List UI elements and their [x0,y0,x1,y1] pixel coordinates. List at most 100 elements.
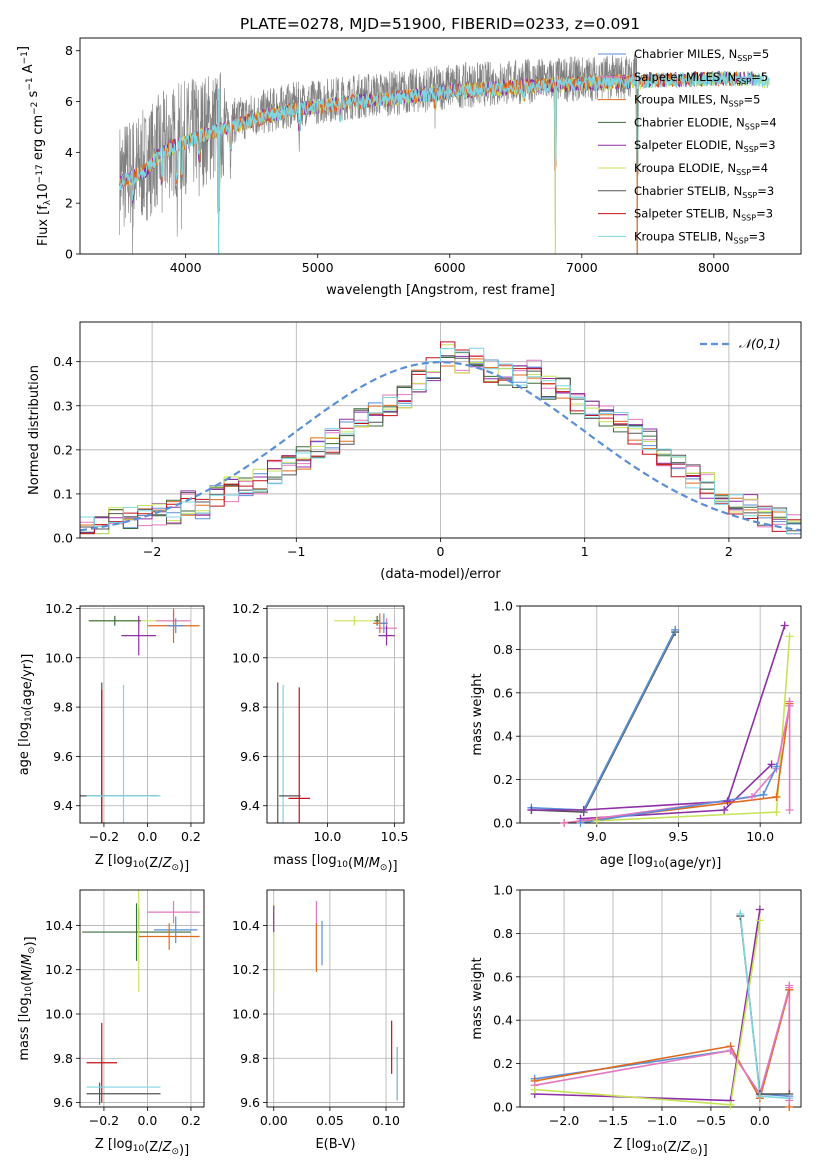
legend-label-chabrier_stelib: Chabrier STELIB, NSSP=3 [634,184,774,200]
label-part: Z [ [95,853,113,868]
weight-marker-kroupa_elodie [592,816,601,825]
label-part: Z [162,1140,173,1155]
y-axis-label: mass [log10(M/M⊙)] [17,936,38,1060]
weight-marker-kroupa_stelib [755,1092,764,1101]
x-tick-label: −1.0 [647,1113,677,1128]
y-tick-label: 10.2 [232,601,260,616]
label-part: erg cm [31,115,46,164]
weight-marker-salpeter_miles [785,1096,794,1105]
label-part: wavelength [Angstrom, rest frame] [326,283,555,298]
legend-n: =3 [757,184,774,198]
weight-marker-salpeter_miles [747,792,756,801]
y-tick-label: 10.2 [232,962,260,977]
y-tick-label: 0.0 [53,531,73,546]
label-sup: −1 [25,77,35,90]
label-sub: 10 [133,860,145,870]
legend-text: Chabrier STELIB, N [634,184,742,198]
legend-text: Salpeter STELIB, N [634,207,741,221]
x-tick-label: 8000 [698,260,730,275]
y-tick-label: 10.0 [45,1007,73,1022]
label-sub: 10 [651,1144,663,1154]
label-part: log [317,853,337,868]
weight-line-chabrier_stelib [531,631,676,813]
x-tick-label: 7000 [566,260,598,275]
x-tick-label: 2 [725,544,733,559]
label-part: mass weight [470,673,485,755]
label-part: f [36,205,51,210]
weight-marker-kroupa_miles [772,792,781,801]
label-part: 10 [36,183,51,200]
x-axis-label: Z [log10(Z/Z⊙)] [613,1137,707,1158]
figure-title: PLATE=0278, MJD=51900, FIBERID=0233, z=0… [240,15,640,33]
y-tick-label: 9.4 [240,798,260,813]
y-tick-label: 0 [65,247,73,262]
y-tick-label: 2 [65,196,73,211]
legend-sub: SSP [744,145,759,154]
legend-n: =3 [759,138,776,152]
x-axis-label: age [log10(age/yr)] [600,853,722,871]
legend-n: =5 [751,70,768,84]
y-tick-label: 0.4 [493,1013,513,1028]
label-part: s [26,90,41,101]
y-tick-label: 0.3 [53,398,73,413]
label-sub: ⊙ [171,1147,179,1157]
x-tick-label: −0.2 [89,1113,119,1128]
y-tick-label: 0.0 [493,1100,513,1115]
plot-area-residuals [80,341,801,535]
label-sub: 10 [133,1144,145,1154]
x-tick-label: 0.00 [260,1113,288,1128]
y-axis-label: age [log10(age/yr)] [17,654,35,776]
legend-sub: SSP [742,191,757,200]
panel-residuals: −2 −1 0 1 2 0.0 0.1 0.2 0.3 0.4 𝒩(0,1) (data-model)… [27,321,802,582]
weight-marker-salpeter_miles [785,697,794,706]
y-tick-label: 9.8 [53,1051,73,1066]
label-part: ] [16,46,31,51]
legend-n: =3 [749,229,766,243]
y-tick-label: 10.0 [45,650,73,665]
axes-frame [79,321,802,539]
weight-marker-salpeter_miles [785,981,794,990]
weight-line-salpeter_elodie [534,909,761,1102]
y-tick-label: 0.0 [493,816,513,831]
weight-marker-salpeter_elodie [527,805,536,814]
y-tick-label: 10.0 [232,1007,260,1022]
legend-text: Kroupa MILES, N [634,93,729,107]
weight-line-kroupa_stelib [531,629,676,811]
y-tick-label: 8 [65,43,73,58]
normal-curve [80,360,801,532]
y-tick-label: 10.0 [232,650,260,665]
label-part: )] [179,1143,189,1158]
label-sub: 10 [337,860,349,870]
x-tick-label: 0.2 [181,829,201,844]
label-sub: λ [43,199,53,205]
legend-n: =5 [744,93,761,107]
label-part: Flux [ [36,210,51,246]
x-tick-label: 9.0 [587,829,607,844]
label-sub: 10 [653,860,665,870]
y-axis-label: Flux [fλ10−17 erg cm−2 s−1 A−1] [16,46,53,246]
y-tick-label: 10.2 [45,962,73,977]
y-axis-label: mass weight [470,957,485,1039]
axes-frame [79,37,802,255]
label-part: (data-model)/error [380,567,501,582]
weight-line-chabrier_stelib [739,915,790,1095]
axes-frame [519,605,802,824]
weight-marker-salpeter_miles [785,805,794,814]
x-tick-label: 9.5 [669,829,689,844]
plot-area-age_vs_mass [277,613,398,823]
label-sub: ⊙ [171,863,179,873]
weight-marker-salpeter_miles [560,819,569,827]
x-tick-label: 10.5 [381,829,409,844]
y-tick-label: 9.4 [53,798,73,813]
x-tick-label: 0.10 [372,1113,400,1128]
axes-frame [266,605,405,824]
legend-sub: SSP [729,100,744,109]
x-tick-label: 5000 [302,260,334,275]
label-part: Normed distribution [27,365,42,495]
label-part: (M/ [20,965,35,986]
x-tick-label: 0.0 [750,1113,770,1128]
x-tick-label: −1.5 [598,1113,628,1128]
y-tick-label: 10.4 [232,918,260,933]
weight-line-kroupa_elodie [534,920,761,1106]
